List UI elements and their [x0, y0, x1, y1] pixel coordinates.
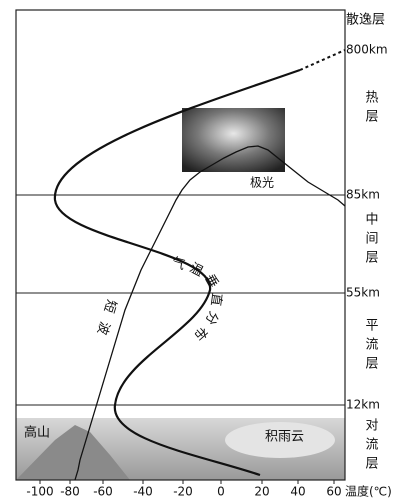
x-tick-label: -40	[133, 485, 153, 499]
cloud	[225, 422, 335, 458]
cloud-label: 积雨云	[265, 430, 304, 445]
layer-name: 中间层	[363, 212, 379, 269]
layer-name: 平流层	[363, 318, 379, 375]
axis-label: 温度(℃)	[345, 484, 392, 499]
x-tick-label: -100	[26, 485, 53, 499]
layer-name: 对流层	[363, 418, 379, 475]
layer-name: 散逸层	[346, 13, 385, 28]
shortwave-label: 短波	[91, 298, 119, 346]
x-tick-label: 20	[254, 485, 269, 499]
aurora-label: 极光	[250, 176, 274, 190]
temperature-curve-dashed	[299, 49, 346, 71]
curve-label-path: 气温垂直分布	[170, 254, 218, 347]
mountain	[16, 425, 130, 480]
shortwave-label-path: 短波	[91, 298, 109, 346]
x-tick-label: 40	[290, 485, 305, 499]
x-axis: -100 -80 -60 -40 -20 0 20 40 60	[26, 480, 342, 499]
frame	[15, 9, 346, 481]
temperature-curve	[53, 68, 301, 477]
x-tick-label: 0	[217, 485, 225, 499]
boundary-label: 85km	[346, 188, 380, 202]
curve-label: 气温垂直分布	[170, 254, 224, 347]
mountain-label: 高山	[24, 425, 50, 441]
aurora-image	[182, 108, 285, 172]
boundary-label: 12km	[346, 398, 380, 412]
x-tick-label: -60	[93, 485, 113, 499]
x-tick-label: 60	[326, 485, 341, 499]
x-tick-label: -20	[173, 485, 193, 499]
shortwave-curve	[74, 145, 346, 481]
x-tick-label: -80	[60, 485, 80, 499]
boundary-label: 800km	[346, 43, 388, 57]
layer-name: 热层	[363, 90, 379, 128]
boundary-label: 55km	[346, 286, 380, 300]
